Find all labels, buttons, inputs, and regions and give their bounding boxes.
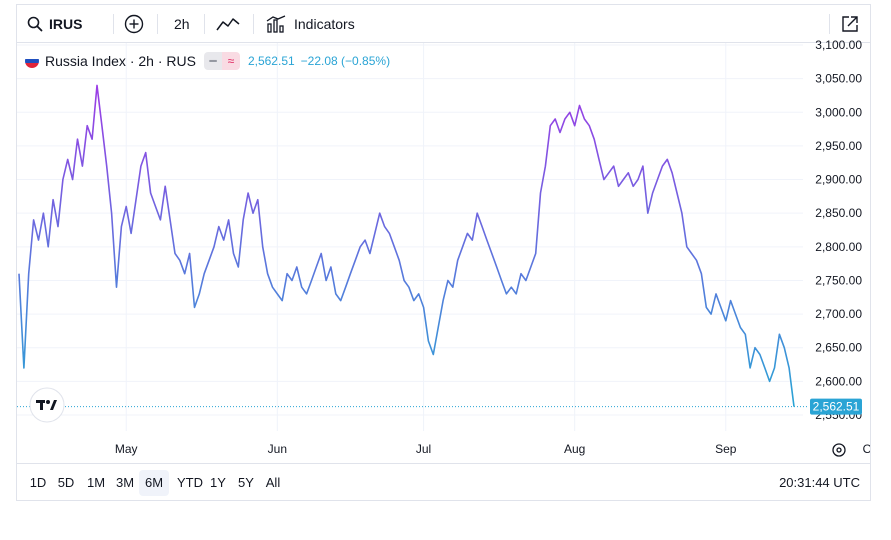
x-tick-label: Aug xyxy=(564,442,585,456)
open-external-button[interactable] xyxy=(841,5,859,43)
top-toolbar: IRUS 2h Indicators xyxy=(17,5,870,43)
y-tick-label: 2,700.00 xyxy=(815,307,862,321)
y-tick-label: 2,750.00 xyxy=(815,273,862,287)
symbol-label: IRUS xyxy=(49,16,83,32)
divider xyxy=(253,14,254,34)
series-legend: Russia Index · 2h · RUS ━ ≈ 2,562.51 −22… xyxy=(25,51,390,71)
external-link-icon xyxy=(841,15,859,33)
clock-utc: 20:31:44 UTC xyxy=(779,475,860,490)
tradingview-logo[interactable] xyxy=(29,387,65,423)
y-tick-label: 2,850.00 xyxy=(815,206,862,220)
chart-type-button[interactable] xyxy=(216,5,240,43)
price-chart[interactable]: 3,100.00 3,050.00 3,000.00 2,950.00 2,900.00… xyxy=(17,5,870,463)
search-icon xyxy=(27,16,43,32)
y-tick-label: 2,600.00 xyxy=(815,374,862,388)
indicators-label: Indicators xyxy=(294,16,355,32)
tv-logo-icon xyxy=(36,400,57,410)
minus-icon[interactable]: ━ xyxy=(203,52,222,70)
y-tick-label: 3,100.00 xyxy=(815,38,862,52)
divider xyxy=(204,14,205,34)
series-title: Russia Index · 2h · RUS xyxy=(45,53,196,69)
legend-price: 2,562.51 xyxy=(247,54,295,68)
divider xyxy=(113,14,114,34)
divider xyxy=(157,14,158,34)
x-tick-label: Sep xyxy=(715,442,737,456)
price-series-line xyxy=(18,84,795,407)
y-tick-label: 3,050.00 xyxy=(815,72,862,86)
divider xyxy=(829,14,830,34)
y-tick-label: 2,950.00 xyxy=(815,139,862,153)
interval-button[interactable]: 2h xyxy=(174,5,190,43)
last-price-badge: 2,562.51 xyxy=(810,398,862,415)
range-button-all[interactable]: All xyxy=(265,475,281,490)
x-tick-label: May xyxy=(115,442,138,456)
legend-controls: ━ ≈ xyxy=(203,52,240,70)
x-tick-label: Jun xyxy=(268,442,287,456)
range-button-1m[interactable]: 1M xyxy=(86,475,106,490)
range-button-6m[interactable]: 6M xyxy=(139,470,169,496)
bottom-toolbar: 1D 5D 1M 3M 6M YTD 1Y 5Y All 20:31:44 UTC xyxy=(17,463,870,501)
compare-button[interactable] xyxy=(124,5,144,43)
russia-flag-icon xyxy=(25,54,39,68)
range-button-1y[interactable]: 1Y xyxy=(210,475,226,490)
y-tick-label: 2,650.00 xyxy=(815,341,862,355)
range-button-1d[interactable]: 1D xyxy=(29,475,47,490)
x-tick-label: Jul xyxy=(416,442,431,456)
range-button-ytd[interactable]: YTD xyxy=(177,475,203,490)
y-tick-label: 2,900.00 xyxy=(815,173,862,187)
y-tick-label: 2,800.00 xyxy=(815,240,862,254)
last-price-label: 2,562.51 xyxy=(813,400,860,414)
range-button-3m[interactable]: 3M xyxy=(115,475,135,490)
symbol-search[interactable]: IRUS xyxy=(27,5,82,43)
range-button-5y[interactable]: 5Y xyxy=(238,475,254,490)
y-tick-label: 3,000.00 xyxy=(815,105,862,119)
gear-icon xyxy=(832,443,846,457)
indicators-icon xyxy=(266,15,286,33)
chart-widget: IRUS 2h Indicators xyxy=(16,4,871,501)
line-chart-icon xyxy=(216,16,240,32)
legend-change: −22.08 (−0.85%) xyxy=(300,54,391,68)
indicators-button[interactable]: Indicators xyxy=(266,5,355,43)
settings-button[interactable] xyxy=(832,443,846,457)
plus-circle-icon xyxy=(124,14,144,34)
x-tick-label: Oct xyxy=(863,442,870,456)
interval-label: 2h xyxy=(174,16,190,32)
range-button-5d[interactable]: 5D xyxy=(57,475,75,490)
approx-icon[interactable]: ≈ xyxy=(221,52,240,70)
